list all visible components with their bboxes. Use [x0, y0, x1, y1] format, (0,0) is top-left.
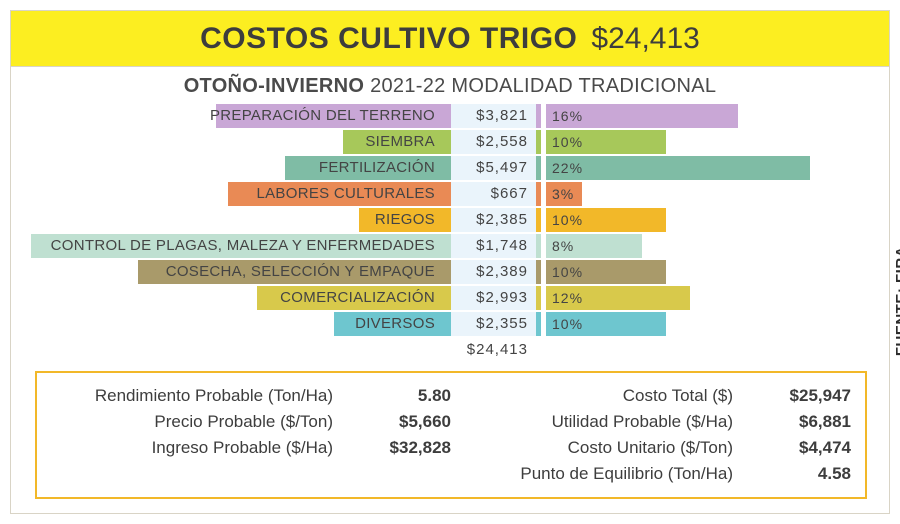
summary-label: Costo Total ($): [451, 386, 751, 406]
cost-row-pct: 12%: [546, 286, 594, 310]
summary-label: Rendimiento Probable (Ton/Ha): [51, 386, 351, 406]
source-credit: FUENTE: FIRA: [893, 246, 900, 356]
cost-row-pct: 10%: [546, 130, 594, 154]
cost-row-label: DIVERSOS: [31, 312, 441, 336]
summary-value: $6,881: [751, 412, 851, 432]
cost-row-plagas: CONTROL DE PLAGAS, MALEZA Y ENFERMEDADES…: [31, 234, 849, 258]
cost-row-label: CONTROL DE PLAGAS, MALEZA Y ENFERMEDADES: [31, 234, 441, 258]
title-value: $24,413: [591, 22, 699, 56]
summary-left-line: Precio Probable ($/Ton)$5,660: [51, 409, 451, 435]
cost-bar-chart: PREPARACIÓN DEL TERRENO $3,821 16% SIEMBRA $…: [11, 104, 889, 364]
cost-row-pct: 3%: [546, 182, 594, 206]
summary-value: 5.80: [351, 386, 451, 406]
summary-value: $32,828: [351, 438, 451, 458]
cost-row-diversos: DIVERSOS $2,355 10%: [31, 312, 849, 336]
cost-row-value: $2,355: [451, 312, 536, 336]
cost-row-pct: 10%: [546, 208, 594, 232]
cost-row-value: $1,748: [451, 234, 536, 258]
cost-row-pct: 10%: [546, 312, 594, 336]
cost-row-value: $2,993: [451, 286, 536, 310]
subtitle-bold: OTOÑO-INVIERNO: [184, 75, 365, 97]
summary-right-line: Punto de Equilibrio (Ton/Ha)4.58: [451, 461, 851, 487]
summary-value: $25,947: [751, 386, 851, 406]
cost-row-value: $667: [451, 182, 536, 206]
cost-row-label: LABORES CULTURALES: [31, 182, 441, 206]
cost-row-fert: FERTILIZACIÓN $5,497 22%: [31, 156, 849, 180]
infographic-canvas: COSTOS CULTIVO TRIGO $24,413 OTOÑO-INVIE…: [10, 10, 890, 514]
cost-row-comerc: COMERCIALIZACIÓN $2,993 12%: [31, 286, 849, 310]
summary-left-col: Rendimiento Probable (Ton/Ha)5.80Precio …: [51, 383, 451, 487]
cost-row-pct: 10%: [546, 260, 594, 284]
cost-row-siembra: SIEMBRA $2,558 10%: [31, 130, 849, 154]
cost-row-labores: LABORES CULTURALES $667 3%: [31, 182, 849, 206]
cost-row-label: FERTILIZACIÓN: [31, 156, 441, 180]
summary-left-line: Rendimiento Probable (Ton/Ha)5.80: [51, 383, 451, 409]
summary-box: Rendimiento Probable (Ton/Ha)5.80Precio …: [35, 371, 867, 499]
cost-row-pct: 8%: [546, 234, 594, 258]
cost-row-label: COMERCIALIZACIÓN: [31, 286, 441, 310]
cost-row-pct: 22%: [546, 156, 594, 180]
title-bar: COSTOS CULTIVO TRIGO $24,413: [11, 11, 889, 67]
summary-label: Precio Probable ($/Ton): [51, 412, 351, 432]
cost-row-label: PREPARACIÓN DEL TERRENO: [31, 104, 441, 128]
summary-value: 4.58: [751, 464, 851, 484]
cost-row-value: $2,385: [451, 208, 536, 232]
summary-right-col: Costo Total ($)$25,947Utilidad Probable …: [451, 383, 851, 487]
summary-value: $5,660: [351, 412, 451, 432]
subtitle: OTOÑO-INVIERNO 2021-22 MODALIDAD TRADICI…: [11, 67, 889, 104]
cost-row-pct: 16%: [546, 104, 594, 128]
cost-row-value: $5,497: [451, 156, 536, 180]
cost-row-label: COSECHA, SELECCIÓN Y EMPAQUE: [31, 260, 441, 284]
cost-total-value: $24,413: [451, 338, 536, 362]
summary-label: Ingreso Probable ($/Ha): [51, 438, 351, 458]
cost-total-row: $24,413: [31, 338, 849, 362]
title-label: COSTOS CULTIVO TRIGO: [200, 22, 577, 56]
cost-row-label: SIEMBRA: [31, 130, 441, 154]
cost-row-cosecha: COSECHA, SELECCIÓN Y EMPAQUE $2,389 10%: [31, 260, 849, 284]
cost-row-riegos: RIEGOS $2,385 10%: [31, 208, 849, 232]
summary-value: $4,474: [751, 438, 851, 458]
summary-left-line: Ingreso Probable ($/Ha)$32,828: [51, 435, 451, 461]
summary-right-line: Utilidad Probable ($/Ha)$6,881: [451, 409, 851, 435]
summary-right-line: Costo Unitario ($/Ton)$4,474: [451, 435, 851, 461]
cost-row-value: $2,558: [451, 130, 536, 154]
summary-label: Costo Unitario ($/Ton): [451, 438, 751, 458]
cost-row-value: $3,821: [451, 104, 536, 128]
cost-row-label: RIEGOS: [31, 208, 441, 232]
summary-label: Utilidad Probable ($/Ha): [451, 412, 751, 432]
subtitle-rest: 2021-22 MODALIDAD TRADICIONAL: [370, 75, 716, 97]
cost-row-prep: PREPARACIÓN DEL TERRENO $3,821 16%: [31, 104, 849, 128]
cost-row-value: $2,389: [451, 260, 536, 284]
summary-right-line: Costo Total ($)$25,947: [451, 383, 851, 409]
summary-label: Punto de Equilibrio (Ton/Ha): [451, 464, 751, 484]
